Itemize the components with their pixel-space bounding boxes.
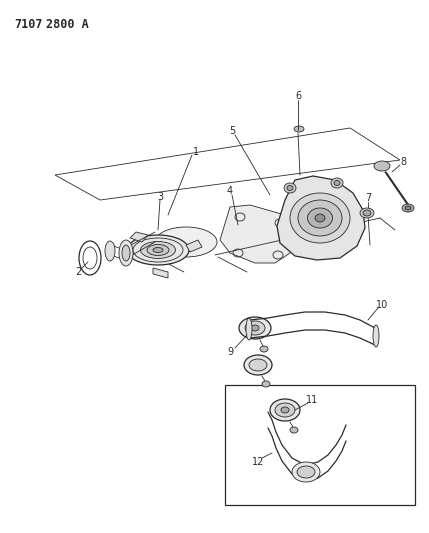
Ellipse shape: [331, 178, 343, 188]
Ellipse shape: [275, 403, 295, 417]
Polygon shape: [220, 205, 295, 263]
Ellipse shape: [374, 161, 390, 171]
Ellipse shape: [284, 183, 296, 193]
Ellipse shape: [373, 325, 379, 347]
Text: 2: 2: [75, 267, 81, 277]
Polygon shape: [186, 240, 202, 252]
Ellipse shape: [244, 355, 272, 375]
Ellipse shape: [315, 214, 325, 222]
Ellipse shape: [363, 210, 371, 216]
Bar: [225, 385, 415, 505]
Ellipse shape: [294, 126, 304, 132]
Ellipse shape: [147, 245, 169, 255]
Polygon shape: [153, 268, 168, 278]
Ellipse shape: [246, 318, 252, 340]
Text: 7107: 7107: [14, 18, 42, 31]
Text: 4: 4: [227, 186, 233, 196]
Ellipse shape: [297, 466, 315, 478]
Ellipse shape: [334, 181, 340, 185]
Polygon shape: [277, 176, 365, 260]
Ellipse shape: [262, 381, 270, 387]
Text: 1: 1: [193, 147, 199, 157]
Ellipse shape: [290, 427, 298, 433]
Ellipse shape: [122, 245, 130, 261]
Ellipse shape: [245, 321, 265, 335]
Text: 2800 A: 2800 A: [46, 18, 89, 31]
Ellipse shape: [270, 399, 300, 421]
Ellipse shape: [360, 208, 374, 218]
Ellipse shape: [141, 241, 175, 259]
Polygon shape: [130, 232, 148, 242]
Ellipse shape: [251, 325, 259, 331]
Ellipse shape: [281, 407, 289, 413]
Ellipse shape: [249, 359, 267, 371]
Text: 11: 11: [306, 395, 318, 405]
Ellipse shape: [153, 247, 163, 253]
Ellipse shape: [405, 206, 411, 210]
Ellipse shape: [260, 346, 268, 352]
Ellipse shape: [239, 317, 271, 339]
Ellipse shape: [287, 185, 293, 190]
Text: 3: 3: [157, 192, 163, 202]
Ellipse shape: [290, 193, 350, 243]
Ellipse shape: [155, 227, 217, 257]
Ellipse shape: [105, 241, 115, 261]
Ellipse shape: [365, 209, 373, 215]
Ellipse shape: [308, 208, 332, 228]
Text: 8: 8: [400, 157, 406, 167]
Text: 5: 5: [229, 126, 235, 136]
Text: 7: 7: [365, 193, 371, 203]
Ellipse shape: [298, 200, 342, 236]
Ellipse shape: [292, 462, 320, 482]
Ellipse shape: [402, 204, 414, 212]
Text: 10: 10: [376, 300, 388, 310]
Text: 6: 6: [295, 91, 301, 101]
Ellipse shape: [119, 240, 133, 266]
Ellipse shape: [127, 235, 189, 265]
Text: 9: 9: [227, 347, 233, 357]
Text: 12: 12: [252, 457, 264, 467]
